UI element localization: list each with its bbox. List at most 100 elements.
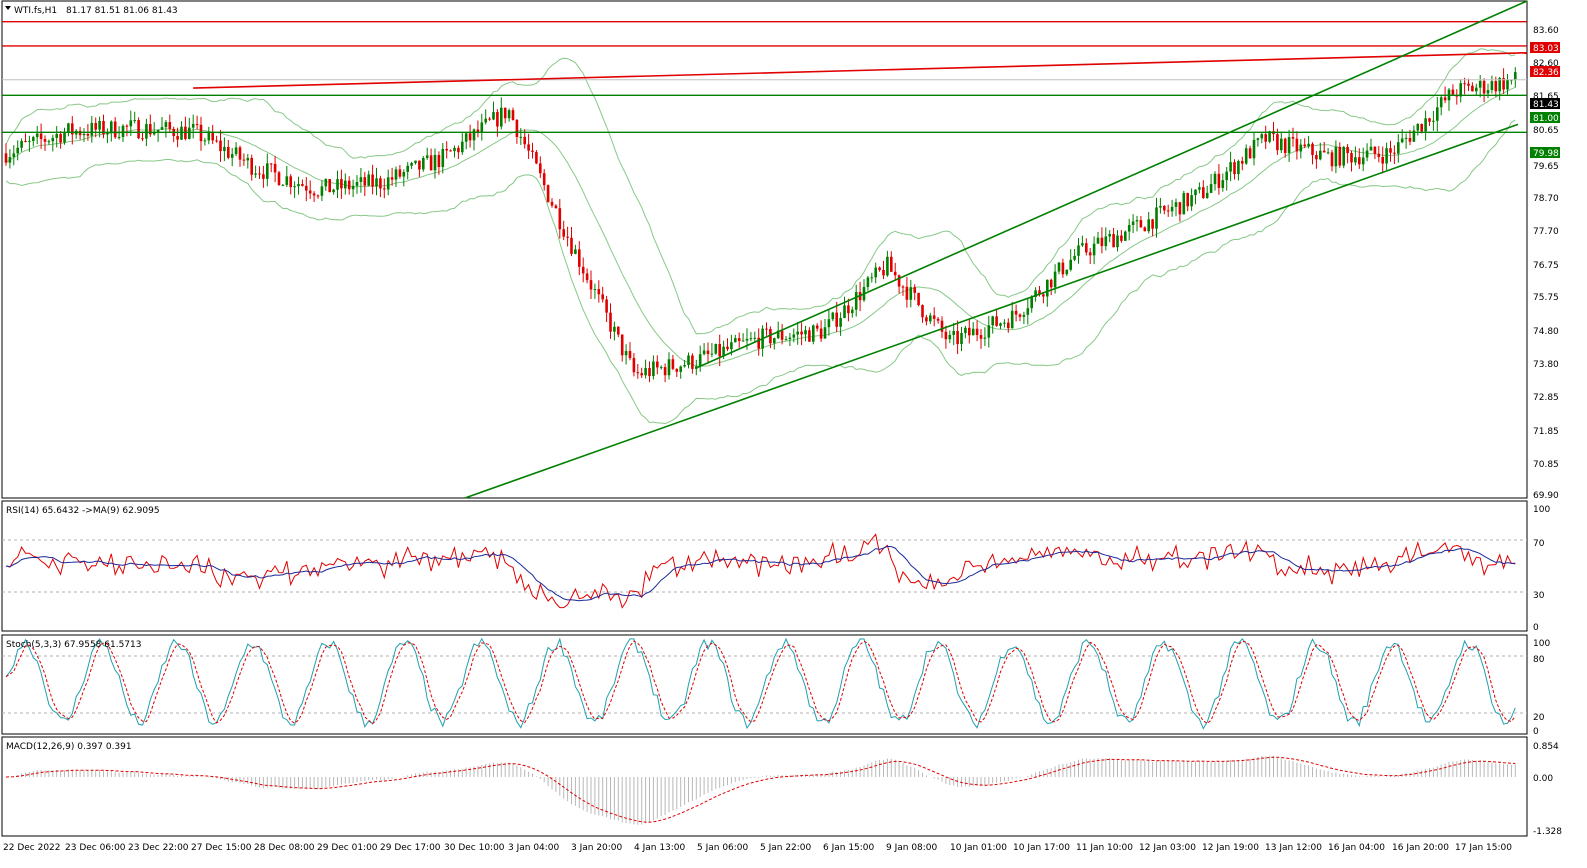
candle-body xyxy=(878,267,881,270)
candle-body xyxy=(570,237,573,254)
price-tick: 72.85 xyxy=(1533,393,1559,403)
bollinger-bands xyxy=(5,48,1516,425)
candle-body xyxy=(901,286,905,288)
rsi-tick: 0 xyxy=(1533,623,1539,633)
level-tags: 83.03 82.36 81.43 81.00 79.98 xyxy=(1530,42,1560,159)
candle-body xyxy=(359,177,363,183)
candle-body xyxy=(523,136,526,145)
candle-body xyxy=(230,154,234,158)
candle-body xyxy=(718,343,721,357)
candle-body xyxy=(722,346,725,357)
time-tick: 16 Jan 20:00 xyxy=(1392,843,1449,853)
candle-body xyxy=(328,179,331,193)
candle-body xyxy=(757,337,760,349)
candle-body xyxy=(593,289,597,291)
rsi-axis: 100 70 30 0 xyxy=(1533,505,1550,633)
candle-body xyxy=(636,372,640,374)
level-tag-bg-83-03 xyxy=(1530,42,1560,53)
candle-body xyxy=(367,174,370,186)
candle-body xyxy=(16,147,19,154)
candle-body xyxy=(691,355,694,369)
candle-body xyxy=(211,132,214,141)
candle-body xyxy=(363,177,367,186)
candle-body xyxy=(1194,189,1197,196)
candle-body xyxy=(1038,290,1041,295)
candle-body xyxy=(180,126,183,140)
time-tick: 30 Dec 10:00 xyxy=(444,843,505,853)
rsi-tick: 100 xyxy=(1533,505,1550,515)
candle-body xyxy=(890,256,893,272)
candle-body xyxy=(1467,83,1470,86)
trend-line-channel-lower xyxy=(464,123,1519,499)
candle-body xyxy=(1412,130,1416,142)
candle-body xyxy=(410,163,413,166)
candle-body xyxy=(827,319,831,328)
candle-body xyxy=(574,249,577,254)
candle-body xyxy=(1034,290,1037,297)
candle-body xyxy=(667,359,671,376)
candle-body xyxy=(98,120,101,130)
candle-body xyxy=(948,334,952,340)
candle-body xyxy=(1014,310,1018,315)
candle-body xyxy=(905,286,909,300)
candle-body xyxy=(851,309,854,314)
candle-body xyxy=(1237,161,1240,175)
candle-body xyxy=(773,338,776,344)
candle-body xyxy=(1252,140,1256,159)
drawn-lines xyxy=(2,0,1528,499)
candle-body xyxy=(344,180,347,189)
candle-body xyxy=(414,160,417,164)
candle-body xyxy=(843,305,846,319)
level-tag-82-36: 82.36 xyxy=(1533,68,1559,78)
candle-body xyxy=(332,189,335,193)
candle-body xyxy=(1354,157,1357,163)
candle-body xyxy=(753,337,757,339)
candle-body xyxy=(390,177,394,180)
candle-body xyxy=(156,129,160,132)
candle-body xyxy=(445,148,448,151)
level-tag-bg-82-36 xyxy=(1530,66,1560,77)
candle-body xyxy=(312,193,316,196)
candle-body xyxy=(223,146,226,152)
bollinger-lower xyxy=(5,119,1516,425)
candle-body xyxy=(336,179,339,190)
candle-body xyxy=(1143,227,1147,232)
time-tick: 29 Dec 01:00 xyxy=(317,843,378,853)
time-tick: 5 Jan 22:00 xyxy=(760,843,812,853)
candle-body xyxy=(453,147,456,152)
candle-body xyxy=(921,305,924,318)
price-tick: 77.70 xyxy=(1533,227,1559,237)
time-tick: 16 Jan 04:00 xyxy=(1328,843,1385,853)
price-tick: 70.85 xyxy=(1533,460,1559,470)
candle-body xyxy=(952,330,955,335)
candle-body xyxy=(164,122,168,128)
candle-body xyxy=(250,157,253,175)
candle-body xyxy=(1373,146,1377,154)
candle-body xyxy=(776,330,780,339)
candle-body xyxy=(679,366,682,372)
candle-body xyxy=(24,140,27,142)
candle-body xyxy=(1486,90,1490,94)
candle-body xyxy=(511,110,515,121)
candle-body xyxy=(86,133,90,136)
candle-body xyxy=(1198,187,1201,190)
candle-body xyxy=(1026,308,1030,315)
candle-body xyxy=(145,124,148,139)
candle-body xyxy=(480,122,484,133)
candle-body xyxy=(597,289,601,295)
trend-line-channel-upper xyxy=(697,0,1528,369)
candle-body xyxy=(554,205,558,209)
rsi-tick: 30 xyxy=(1533,591,1545,601)
candle-body xyxy=(1307,143,1310,147)
candle-body xyxy=(277,172,281,185)
candle-body xyxy=(43,139,47,142)
dropdown-triangle-icon[interactable] xyxy=(5,6,11,10)
candle-body xyxy=(422,157,425,170)
level-tag-83-03: 83.03 xyxy=(1533,44,1559,54)
candle-body xyxy=(402,171,406,177)
candle-body xyxy=(929,315,932,322)
candle-body xyxy=(1443,97,1447,101)
candle-body xyxy=(730,342,733,350)
candle-body xyxy=(784,339,788,341)
